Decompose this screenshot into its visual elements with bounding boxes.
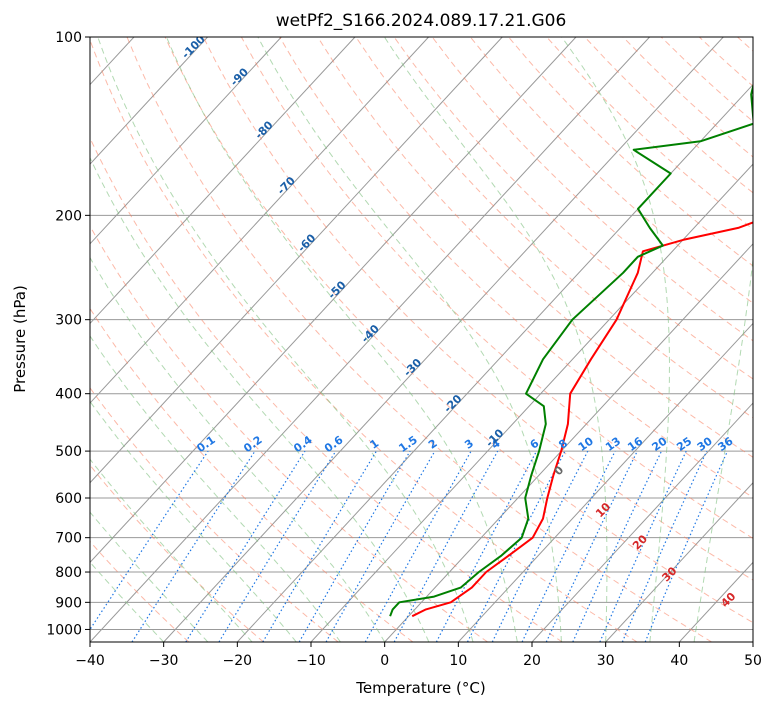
x-tick-label: 10 xyxy=(449,653,467,669)
moist-adiabat-line xyxy=(90,511,209,642)
y-tick-label: 700 xyxy=(55,531,82,547)
isotherm-line xyxy=(384,243,753,642)
isotherm-line xyxy=(90,37,282,245)
isotherm-line xyxy=(90,37,503,484)
x-tick-label: 50 xyxy=(744,653,762,669)
dry-adiabat-line xyxy=(279,37,753,499)
dry-adiabat-line xyxy=(90,38,638,642)
dry-adiabat-line xyxy=(317,37,753,458)
mixing-ratio-line xyxy=(599,450,687,642)
dry-adiabat-line xyxy=(90,225,488,642)
axes: −40 −30 −20 −10 0 10 20 30 40 50 100 200 300 400 500 60… xyxy=(46,30,762,669)
x-tick-label: 20 xyxy=(523,653,541,669)
moist-adiabat-line xyxy=(257,37,562,642)
chart-title: wetPf2_S166.2024.089.17.21.G06 xyxy=(276,11,567,31)
y-tick-label: 900 xyxy=(55,595,82,611)
moist-adiabat-line xyxy=(90,458,253,642)
dry-adiabat-line xyxy=(90,540,190,642)
plot-background xyxy=(90,37,753,642)
isotherm-line xyxy=(531,402,753,642)
isotherm-line xyxy=(236,83,753,642)
mixing-ratio-line xyxy=(644,450,729,642)
moist-adiabat-line xyxy=(90,156,430,642)
dry-adiabat-line xyxy=(431,37,753,342)
x-tick-label: 40 xyxy=(670,653,688,669)
isotherm-line xyxy=(90,37,356,325)
dry-adiabat-line xyxy=(470,37,753,304)
moist-adiabat-line xyxy=(561,37,670,642)
isotherm-line xyxy=(0,37,60,642)
dry-adiabat-line xyxy=(164,37,753,624)
moist-adiabat-line xyxy=(383,37,608,642)
dry-adiabat-line xyxy=(90,136,563,642)
moist-adiabat-line xyxy=(90,335,341,642)
x-tick-label: 0 xyxy=(380,653,389,669)
dry-adiabat-line xyxy=(393,37,753,380)
dry-adiabat-line xyxy=(240,37,753,539)
moist-adiabat-line xyxy=(97,37,474,642)
background-lines xyxy=(0,37,753,642)
moist-adiabat-line xyxy=(693,37,753,642)
moist-adiabat-line xyxy=(90,400,297,642)
mixing-ratio-line xyxy=(393,450,499,642)
mixing-ratio-line xyxy=(131,450,256,642)
y-tick-label: 400 xyxy=(55,387,82,403)
isotherm-line xyxy=(90,37,650,642)
isotherm-line xyxy=(90,37,429,404)
dewpoint-line xyxy=(389,82,753,617)
y-tick-label: 200 xyxy=(55,208,82,224)
dry-adiabat-line xyxy=(355,37,753,419)
y-axis-title: Pressure (hPa) xyxy=(11,285,29,393)
y-tick-label: 800 xyxy=(55,565,82,581)
dry-adiabat-line xyxy=(202,37,753,581)
x-tick-label: −40 xyxy=(75,653,105,669)
x-tick-label: −10 xyxy=(296,653,326,669)
y-tick-label: 600 xyxy=(55,491,82,507)
mixing-ratio-line xyxy=(491,450,589,642)
moist-adiabat-line xyxy=(166,37,518,642)
isotherm-line xyxy=(90,37,577,564)
moist-adiabat-line xyxy=(90,561,165,642)
y-tick-label: 300 xyxy=(55,313,82,329)
profiles xyxy=(389,82,753,618)
dry-adiabat-line xyxy=(126,37,712,642)
temperature-line xyxy=(411,221,753,618)
isotherm-line xyxy=(90,37,208,165)
mixing-ratio-line xyxy=(90,450,209,631)
x-tick-label: −30 xyxy=(149,653,179,669)
x-tick-label: 30 xyxy=(597,653,615,669)
mixing-ratio-line xyxy=(621,450,708,642)
plot-frame xyxy=(89,36,754,643)
mixing-ratio-line xyxy=(218,450,337,642)
y-tick-label: 500 xyxy=(55,444,82,460)
isotherm-line xyxy=(605,482,753,642)
mixing-ratio-line xyxy=(364,450,472,642)
dry-adiabat-line xyxy=(90,464,264,642)
y-tick-label: 1000 xyxy=(46,622,82,638)
y-tick-label: 100 xyxy=(55,30,82,46)
isotherm-line xyxy=(752,641,753,642)
x-tick-label: −20 xyxy=(223,653,253,669)
moist-adiabat-line xyxy=(90,256,386,642)
x-axis-title: Temperature (°C) xyxy=(355,679,485,697)
